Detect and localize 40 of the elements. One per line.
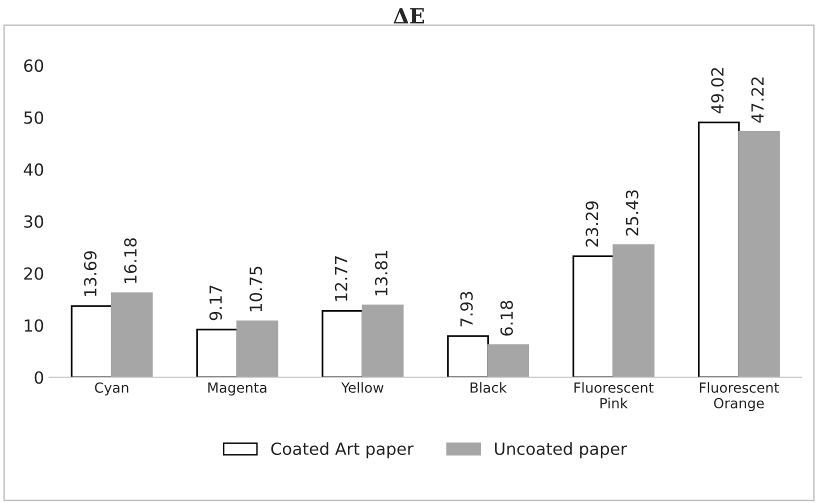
bar: [698, 122, 740, 378]
data-label: 47.22: [751, 77, 764, 123]
x-tick-label: Cyan: [94, 382, 128, 396]
data-label: 12.77: [334, 256, 348, 301]
bar: [447, 335, 489, 378]
bar: [110, 292, 153, 378]
y-tick-label: 30: [24, 215, 44, 228]
bar: [236, 320, 278, 378]
data-label: 10.75: [250, 266, 262, 312]
data-label: 6.18: [500, 300, 513, 336]
bar: [572, 255, 614, 378]
x-tick-label: Fluorescent Orange: [700, 382, 779, 412]
y-tick-label: 60: [24, 59, 44, 72]
bar: [362, 304, 404, 378]
bar: [196, 328, 238, 378]
data-label: 16.18: [124, 238, 137, 283]
x-tick-label: Fluorescent Pink: [574, 382, 654, 408]
data-label: 25.43: [626, 190, 638, 236]
y-tick-label: 40: [24, 163, 44, 176]
data-label: 23.29: [586, 201, 598, 247]
data-label: 49.02: [711, 68, 724, 114]
bar: [322, 310, 364, 378]
x-tick-label: Yellow: [341, 382, 384, 393]
bar: [70, 305, 113, 378]
data-label: 13.81: [374, 250, 388, 296]
bar: [487, 344, 530, 378]
bar: [612, 244, 654, 378]
x-tick-label: Black: [470, 382, 507, 393]
x-tick-label: Magenta: [208, 382, 266, 396]
legend-label: Uncoated paper: [495, 442, 628, 458]
y-tick-label: 10: [24, 319, 44, 332]
chart-title: ΔE: [394, 8, 424, 24]
data-label: 13.69: [84, 251, 97, 296]
y-tick-label: 50: [24, 111, 44, 124]
bar: [738, 130, 780, 378]
y-tick-label: 0: [34, 371, 44, 384]
data-label: 9.17: [209, 286, 222, 320]
data-label: 7.93: [460, 292, 473, 326]
y-tick-label: 20: [24, 267, 44, 280]
legend-label: Coated Art paper: [271, 442, 414, 458]
